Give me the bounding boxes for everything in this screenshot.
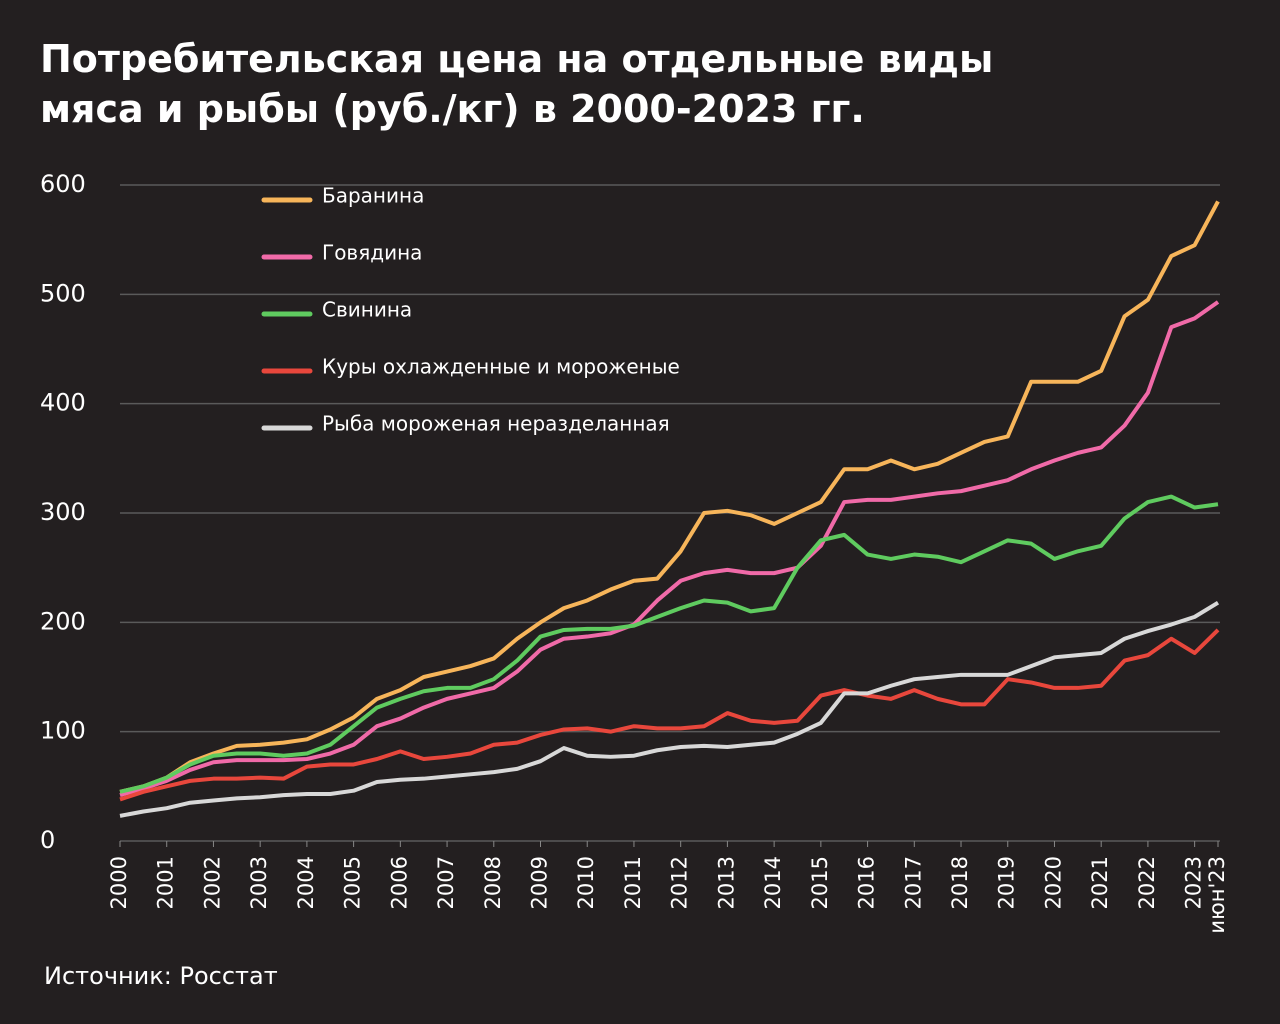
- x-tick-label: 2000: [107, 856, 131, 909]
- chart-title: Потребительская цена на отдельные виды м…: [40, 37, 994, 131]
- data-line: [119, 600, 1220, 818]
- y-tick-label: 500: [40, 279, 86, 307]
- x-tick-label: 2002: [200, 856, 224, 909]
- x-tick-label: 2015: [808, 856, 832, 909]
- x-tick-label: 2017: [901, 856, 925, 909]
- data-line: [119, 628, 1220, 802]
- y-tick-label: 600: [40, 170, 86, 198]
- x-tick-label: 2022: [1135, 856, 1159, 909]
- x-tick-label: 2019: [995, 856, 1019, 909]
- x-tick-label: 2006: [387, 856, 411, 909]
- x-tick-label: 2009: [528, 856, 552, 909]
- x-tick-label: 2014: [761, 856, 785, 909]
- x-tick-label: 2012: [668, 856, 692, 909]
- y-tick-label: 300: [40, 498, 86, 526]
- y-tick-label: 400: [40, 389, 86, 417]
- x-tick-label: 2003: [247, 856, 271, 909]
- x-tick-label: 2004: [294, 856, 318, 909]
- source-note: Источник: Росстат: [44, 962, 278, 990]
- x-tick-label: 2016: [855, 856, 879, 909]
- x-tick-label: 2008: [481, 856, 505, 909]
- y-tick-label: 0: [40, 826, 55, 854]
- x-tick-label: 2001: [154, 856, 178, 909]
- x-tick-label: 2007: [434, 856, 458, 909]
- y-tick-label: 100: [40, 717, 86, 745]
- x-tick-label: 2005: [341, 856, 365, 909]
- x-tick-label: 2010: [574, 856, 598, 909]
- x-tick-label: 2018: [948, 856, 972, 909]
- legend-label: Баранина: [322, 184, 424, 208]
- data-line: [119, 200, 1220, 794]
- x-tick-label: 2011: [621, 856, 645, 909]
- y-tick-label: 200: [40, 607, 86, 635]
- data-line: [119, 300, 1220, 798]
- legend-label: Говядина: [322, 241, 422, 265]
- x-tick-label: 2020: [1041, 856, 1065, 909]
- x-tick-label: 2021: [1088, 856, 1112, 909]
- x-tick-label: июн'23: [1205, 856, 1229, 934]
- data-line: [119, 494, 1219, 794]
- x-tick-label: 2013: [714, 856, 738, 909]
- legend-label: Свинина: [322, 298, 412, 322]
- legend-label: Куры охлажденные и мороженые: [322, 355, 680, 379]
- x-tick-label: 2023: [1182, 856, 1206, 909]
- legend-label: Рыба мороженая неразделанная: [322, 412, 670, 436]
